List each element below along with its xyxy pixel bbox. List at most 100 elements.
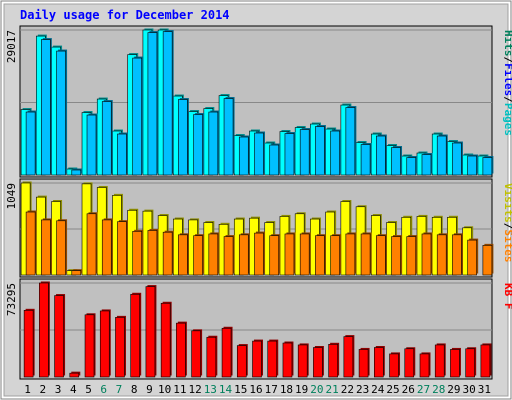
y-max-label: 73295 bbox=[5, 283, 18, 316]
bar bbox=[299, 233, 310, 276]
x-tick-label: 2 bbox=[40, 383, 47, 396]
bar bbox=[467, 239, 477, 276]
panel-visits-sites: 1049 Visits/Sites bbox=[5, 178, 512, 278]
bar bbox=[208, 233, 219, 276]
x-tick-label: 10 bbox=[158, 383, 171, 396]
bar bbox=[147, 32, 158, 176]
bar bbox=[404, 348, 415, 378]
bar bbox=[145, 286, 156, 378]
legend-entry: Visits bbox=[502, 183, 512, 223]
bar bbox=[282, 342, 293, 378]
y-max-label: 1049 bbox=[5, 183, 18, 210]
bar bbox=[269, 144, 280, 176]
bar bbox=[343, 336, 354, 378]
bar bbox=[252, 340, 262, 378]
x-tick-label: 6 bbox=[100, 383, 107, 396]
bar bbox=[452, 234, 462, 276]
bar bbox=[284, 133, 295, 176]
series-legend: Hits/Files/Pages bbox=[502, 30, 512, 136]
bar bbox=[345, 107, 356, 176]
x-tick-label: 21 bbox=[326, 383, 339, 396]
bar bbox=[208, 111, 219, 176]
bar bbox=[406, 157, 417, 176]
bar bbox=[25, 111, 36, 176]
bar bbox=[206, 336, 217, 378]
x-tick-label: 24 bbox=[371, 383, 385, 396]
bar bbox=[360, 233, 371, 276]
bar bbox=[376, 235, 386, 276]
panel-hits-files: 29017 Hits/Files/Pages bbox=[5, 25, 512, 178]
bar bbox=[436, 234, 447, 276]
bar bbox=[69, 372, 80, 378]
x-tick-label: 26 bbox=[402, 383, 415, 396]
y-max-label: 29017 bbox=[5, 30, 18, 63]
bar bbox=[178, 234, 188, 276]
bar bbox=[223, 98, 234, 176]
x-tick-label: 31 bbox=[478, 383, 491, 396]
series-files bbox=[25, 30, 494, 176]
bar bbox=[25, 211, 36, 276]
bar bbox=[465, 348, 475, 378]
bar bbox=[313, 347, 323, 378]
bar bbox=[419, 353, 430, 378]
bar bbox=[436, 135, 447, 176]
bar bbox=[254, 232, 264, 276]
series-kb-f bbox=[23, 281, 492, 378]
bar bbox=[71, 169, 82, 176]
bar bbox=[330, 130, 340, 176]
bar bbox=[130, 293, 140, 378]
bar bbox=[374, 347, 384, 378]
bar bbox=[160, 302, 171, 378]
legend-entry: / bbox=[502, 223, 512, 230]
bar bbox=[101, 101, 112, 176]
bar bbox=[267, 340, 278, 378]
bar bbox=[41, 219, 51, 276]
bar bbox=[178, 99, 188, 176]
chart-title: Daily usage for December 2014 bbox=[20, 8, 230, 22]
bar bbox=[238, 234, 249, 276]
x-tick-label: 18 bbox=[280, 383, 293, 396]
bar bbox=[101, 219, 112, 276]
bar bbox=[193, 114, 203, 176]
bar bbox=[360, 144, 371, 176]
bar bbox=[315, 126, 325, 176]
x-tick-label: 9 bbox=[146, 383, 153, 396]
legend-entry: KB F bbox=[502, 283, 512, 310]
bar bbox=[434, 344, 445, 378]
bar bbox=[132, 231, 142, 276]
x-tick-label: 23 bbox=[356, 383, 369, 396]
bar bbox=[176, 322, 186, 378]
x-tick-label: 22 bbox=[341, 383, 354, 396]
bar bbox=[115, 317, 125, 378]
bar bbox=[84, 314, 95, 378]
bar bbox=[389, 353, 399, 378]
bar bbox=[391, 236, 401, 276]
bar bbox=[86, 213, 97, 276]
bar bbox=[450, 349, 460, 378]
bar bbox=[99, 310, 110, 378]
x-tick-label: 16 bbox=[249, 383, 262, 396]
bar bbox=[421, 233, 432, 276]
bar bbox=[330, 235, 340, 276]
panel-kb: 73295 KB F bbox=[5, 278, 512, 380]
x-tick-label: 29 bbox=[447, 383, 460, 396]
x-tick-label: 19 bbox=[295, 383, 308, 396]
x-tick-label: 13 bbox=[204, 383, 217, 396]
bar bbox=[56, 220, 66, 276]
bar bbox=[406, 236, 417, 276]
bar bbox=[193, 235, 203, 276]
bar bbox=[54, 295, 64, 378]
bar bbox=[71, 270, 82, 276]
bar bbox=[147, 230, 158, 276]
bar bbox=[41, 39, 51, 176]
bar bbox=[86, 114, 97, 176]
x-tick-label: 28 bbox=[432, 383, 445, 396]
x-tick-label: 14 bbox=[219, 383, 233, 396]
bar bbox=[236, 345, 247, 378]
x-tick-label: 25 bbox=[386, 383, 399, 396]
x-tick-label: 5 bbox=[85, 383, 92, 396]
bar bbox=[328, 343, 338, 378]
bar bbox=[284, 233, 295, 276]
x-tick-label: 4 bbox=[70, 383, 77, 396]
